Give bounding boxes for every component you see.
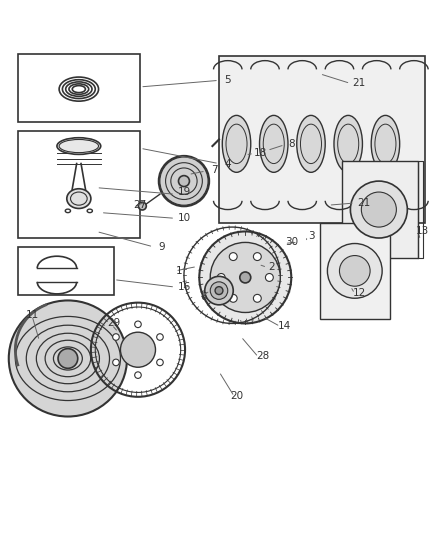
Text: 29: 29 bbox=[107, 318, 120, 328]
Ellipse shape bbox=[215, 287, 223, 295]
Ellipse shape bbox=[259, 115, 288, 172]
Text: 7: 7 bbox=[211, 165, 218, 175]
Ellipse shape bbox=[199, 231, 291, 324]
Text: 4: 4 bbox=[224, 159, 231, 168]
Text: 2: 2 bbox=[268, 262, 275, 271]
Ellipse shape bbox=[113, 359, 119, 366]
Ellipse shape bbox=[350, 181, 407, 238]
Bar bbox=[18, 54, 140, 122]
Text: 28: 28 bbox=[256, 351, 269, 361]
Ellipse shape bbox=[361, 192, 396, 227]
Text: 5: 5 bbox=[224, 75, 231, 85]
Ellipse shape bbox=[138, 202, 146, 210]
Text: 30: 30 bbox=[285, 237, 298, 247]
Ellipse shape bbox=[135, 321, 141, 328]
Ellipse shape bbox=[217, 273, 225, 281]
Text: 11: 11 bbox=[26, 310, 39, 320]
Text: 27: 27 bbox=[134, 200, 147, 210]
Ellipse shape bbox=[157, 359, 163, 366]
Ellipse shape bbox=[159, 156, 209, 206]
Ellipse shape bbox=[253, 294, 261, 302]
Text: 10: 10 bbox=[177, 213, 191, 223]
Ellipse shape bbox=[240, 272, 251, 283]
Ellipse shape bbox=[210, 282, 228, 300]
Text: 3: 3 bbox=[307, 231, 314, 241]
Text: 14: 14 bbox=[278, 321, 291, 330]
Text: 1: 1 bbox=[176, 266, 183, 276]
FancyBboxPatch shape bbox=[342, 161, 418, 258]
Ellipse shape bbox=[230, 294, 237, 302]
Ellipse shape bbox=[265, 273, 273, 281]
Ellipse shape bbox=[371, 115, 400, 172]
FancyBboxPatch shape bbox=[320, 223, 390, 319]
Ellipse shape bbox=[58, 349, 78, 368]
Ellipse shape bbox=[230, 253, 237, 261]
Ellipse shape bbox=[339, 255, 370, 286]
Text: 9: 9 bbox=[159, 242, 166, 252]
Ellipse shape bbox=[334, 115, 363, 172]
Ellipse shape bbox=[222, 115, 251, 172]
Ellipse shape bbox=[205, 276, 233, 305]
Text: 16: 16 bbox=[177, 282, 191, 292]
Bar bbox=[18, 247, 114, 295]
Ellipse shape bbox=[113, 334, 119, 340]
Ellipse shape bbox=[178, 175, 189, 187]
Ellipse shape bbox=[297, 115, 325, 172]
Ellipse shape bbox=[253, 253, 261, 261]
Text: 18: 18 bbox=[254, 148, 267, 158]
Ellipse shape bbox=[57, 138, 101, 155]
Text: 21: 21 bbox=[357, 198, 370, 208]
Ellipse shape bbox=[210, 243, 280, 312]
Ellipse shape bbox=[120, 332, 155, 367]
Text: 20: 20 bbox=[230, 391, 243, 401]
Ellipse shape bbox=[67, 189, 91, 208]
Text: 8: 8 bbox=[288, 139, 295, 149]
Ellipse shape bbox=[157, 334, 163, 340]
Bar bbox=[18, 131, 140, 238]
Ellipse shape bbox=[9, 301, 127, 416]
Ellipse shape bbox=[135, 372, 141, 378]
Ellipse shape bbox=[327, 244, 382, 298]
FancyBboxPatch shape bbox=[219, 56, 425, 223]
Text: 21: 21 bbox=[353, 77, 366, 87]
Text: 19: 19 bbox=[177, 187, 191, 197]
Text: 13: 13 bbox=[416, 227, 429, 237]
Text: 6: 6 bbox=[200, 292, 207, 302]
Text: 12: 12 bbox=[353, 288, 366, 298]
